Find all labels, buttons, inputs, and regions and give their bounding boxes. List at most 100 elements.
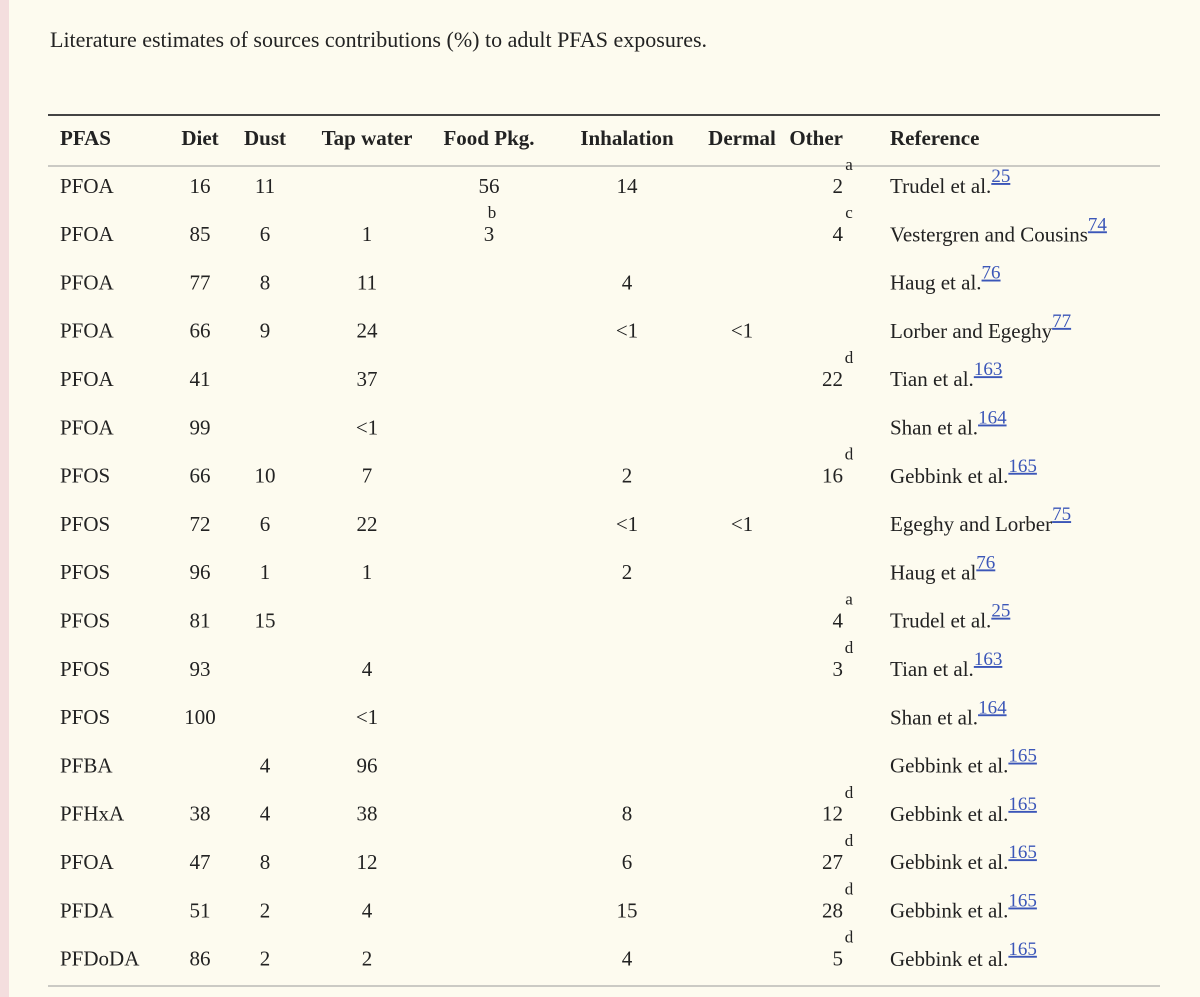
- cell-pfas: PFOS: [60, 560, 110, 584]
- reference-link[interactable]: 75: [1052, 504, 1071, 525]
- cell-pfas: PFOA: [60, 270, 115, 294]
- cell-diet: 47: [190, 850, 211, 874]
- cell-diet: 66: [190, 464, 211, 488]
- cell-diet: 100: [184, 705, 216, 729]
- cell-diet: 77: [190, 270, 211, 294]
- cell-dust: 4: [260, 753, 271, 777]
- cell-diet: 66: [190, 319, 211, 343]
- reference: Trudel et al.25: [890, 166, 1010, 197]
- cell-inhalation: <1: [616, 319, 638, 343]
- reference-link[interactable]: 165: [1008, 456, 1037, 477]
- cell-food: 56: [479, 174, 500, 198]
- cell-other: 27: [822, 850, 843, 874]
- reference: Shan et al.164: [890, 408, 1007, 439]
- reference-link[interactable]: 165: [1008, 794, 1037, 815]
- reference-text: Trudel et al.: [890, 174, 991, 198]
- reference: Lorber and Egeghy77: [890, 311, 1071, 342]
- reference: Gebbink et al.165: [890, 891, 1037, 922]
- reference-link[interactable]: 76: [982, 263, 1001, 284]
- cell-tap: 4: [362, 657, 373, 681]
- cell-diet: 16: [190, 174, 211, 198]
- reference-text: Vestergren and Cousins: [890, 222, 1088, 246]
- reference-link[interactable]: 25: [991, 166, 1010, 187]
- reference: Shan et al.164: [890, 698, 1007, 729]
- cell-tap: <1: [356, 415, 378, 439]
- reference-link[interactable]: 76: [976, 553, 995, 574]
- cell-tap: 4: [362, 898, 373, 922]
- cell-dust: 11: [255, 174, 275, 198]
- cell-dust: 9: [260, 319, 271, 343]
- cell-dust: 1: [260, 560, 271, 584]
- reference: Tian et al.163: [890, 649, 1002, 680]
- footnote-mark: d: [845, 928, 854, 947]
- reference-text: Haug et al: [890, 560, 976, 584]
- reference: Gebbink et al.165: [890, 794, 1037, 825]
- cell-dust: 15: [255, 609, 276, 633]
- cell-inhalation: 15: [617, 898, 638, 922]
- column-header: Reference: [890, 126, 979, 150]
- reference-link[interactable]: 74: [1088, 215, 1108, 236]
- cell-pfas: PFOS: [60, 512, 110, 536]
- reference-link[interactable]: 77: [1052, 311, 1071, 332]
- cell-diet: 72: [190, 512, 211, 536]
- cell-pfas: PFOA: [60, 850, 115, 874]
- reference-link[interactable]: 163: [974, 649, 1003, 670]
- cell-tap: 37: [357, 367, 378, 391]
- reference-text: Gebbink et al.: [890, 947, 1008, 971]
- cell-diet: 81: [190, 609, 211, 633]
- footnote-mark: d: [845, 445, 854, 464]
- cell-dust: 6: [260, 222, 271, 246]
- reference-text: Gebbink et al.: [890, 802, 1008, 826]
- reference-link[interactable]: 164: [978, 408, 1007, 429]
- column-header: Dermal: [708, 126, 776, 150]
- cell-diet: 99: [190, 415, 211, 439]
- reference-link[interactable]: 163: [974, 360, 1003, 381]
- reference-link[interactable]: 164: [978, 698, 1007, 719]
- reference-text: Tian et al.: [890, 657, 974, 681]
- cell-pfas: PFOS: [60, 705, 110, 729]
- cell-diet: 41: [190, 367, 211, 391]
- reference-text: Lorber and Egeghy: [890, 319, 1053, 343]
- reference-link[interactable]: 165: [1008, 746, 1037, 767]
- cell-tap: 38: [357, 802, 378, 826]
- cell-pfas: PFOS: [60, 464, 110, 488]
- reference: Haug et al.76: [890, 263, 1001, 294]
- cell-dust: 2: [260, 947, 271, 971]
- cell-other: 4: [833, 222, 844, 246]
- reference-text: Gebbink et al.: [890, 464, 1008, 488]
- reference-text: Haug et al.: [890, 270, 982, 294]
- footnote-mark: d: [845, 783, 854, 802]
- column-header: Other: [789, 126, 843, 150]
- cell-other: 22: [822, 367, 843, 391]
- cell-dermal: <1: [731, 319, 753, 343]
- footnote-mark: c: [845, 203, 853, 222]
- cell-pfas: PFOA: [60, 222, 115, 246]
- cell-inhalation: 6: [622, 850, 633, 874]
- cell-other: 2: [833, 174, 844, 198]
- cell-pfas: PFOS: [60, 609, 110, 633]
- cell-other: 16: [822, 464, 843, 488]
- cell-pfas: PFOA: [60, 319, 115, 343]
- cell-diet: 51: [190, 898, 211, 922]
- reference-link[interactable]: 25: [991, 601, 1010, 622]
- reference-text: Trudel et al.: [890, 609, 991, 633]
- reference-link[interactable]: 165: [1008, 939, 1037, 960]
- cell-diet: 96: [190, 560, 211, 584]
- cell-dust: 10: [255, 464, 276, 488]
- reference: Vestergren and Cousins74: [890, 215, 1107, 246]
- reference-link[interactable]: 165: [1008, 891, 1037, 912]
- reference-link[interactable]: 165: [1008, 843, 1037, 864]
- cell-tap: 2: [362, 947, 373, 971]
- cell-food: 3: [484, 222, 495, 246]
- cell-diet: 38: [190, 802, 211, 826]
- cell-other: 5: [833, 947, 844, 971]
- cell-dust: 6: [260, 512, 271, 536]
- reference-text: Shan et al.: [890, 705, 978, 729]
- cell-diet: 86: [190, 947, 211, 971]
- footnote-mark: d: [845, 831, 854, 850]
- cell-tap: 22: [357, 512, 378, 536]
- reference-text: Tian et al.: [890, 367, 974, 391]
- reference: Gebbink et al.165: [890, 843, 1037, 874]
- cell-pfas: PFDA: [60, 898, 115, 922]
- cell-dermal: <1: [731, 512, 753, 536]
